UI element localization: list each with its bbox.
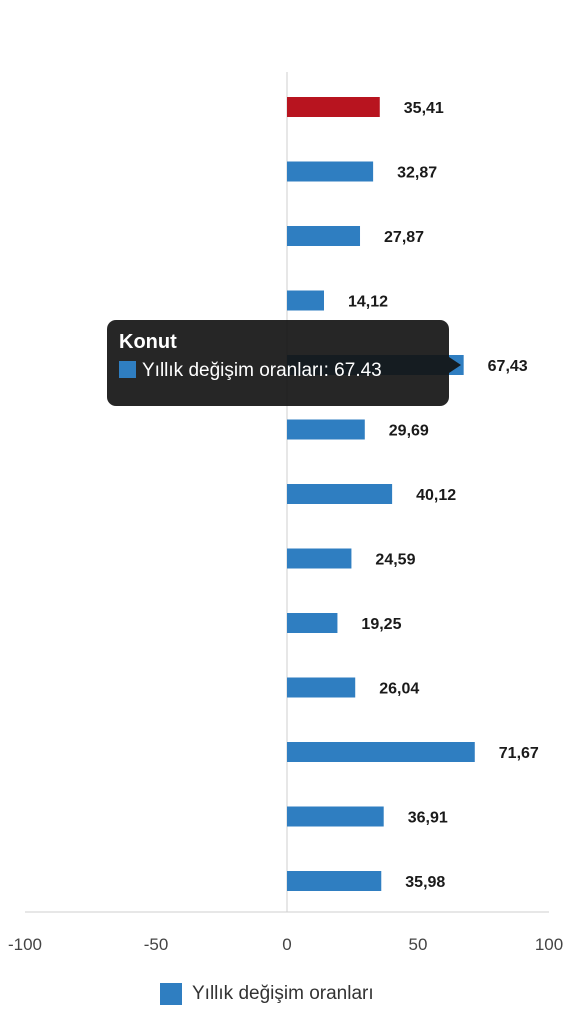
x-tick-label-1: -100: [8, 935, 42, 954]
bar-10[interactable]: [287, 677, 356, 698]
tooltip-row: Yıllık değişim oranları: 67.43: [119, 359, 437, 383]
value-label-6: 29,69: [389, 423, 429, 440]
bar-11[interactable]: [287, 742, 475, 762]
tooltip-arrow: [449, 357, 461, 373]
tooltip-text: Yıllık değişim oranları: 67.43: [142, 360, 382, 381]
value-label-4: 14,12: [348, 294, 388, 311]
x-tick-label-5: 100: [535, 935, 563, 954]
bar-13[interactable]: [287, 871, 382, 891]
bar-4[interactable]: [287, 290, 324, 311]
bar-2[interactable]: [287, 161, 374, 182]
value-label-13: 35,98: [405, 874, 445, 891]
x-tick-label-2: -50: [144, 935, 169, 954]
value-label-1: 35,41: [404, 100, 444, 117]
x-tick-labels-layer: -100 -50 0 50 100: [8, 935, 563, 954]
bar-6[interactable]: [287, 419, 365, 440]
bar-7[interactable]: [287, 484, 393, 504]
legend-label[interactable]: Yıllık değişim oranları: [192, 983, 374, 1004]
bar-3[interactable]: [287, 226, 361, 246]
value-label-9: 19,25: [361, 616, 401, 633]
value-label-3: 27,87: [384, 229, 424, 246]
legend[interactable]: Yıllık değişim oranları: [160, 980, 374, 1008]
value-labels-layer: 35,41 32,87 27,87 14,12 67,43 29,69 40,12 24,59…: [348, 100, 539, 891]
value-label-11: 71,67: [499, 745, 539, 762]
x-tick-label-3: 0: [282, 935, 291, 954]
bar-1[interactable]: [287, 97, 380, 117]
tooltip-series-swatch: [119, 361, 136, 378]
value-label-10: 26,04: [379, 681, 419, 698]
tooltip-title: Konut: [119, 331, 177, 353]
value-label-5: 67,43: [488, 358, 528, 375]
value-label-12: 36,91: [408, 810, 448, 827]
x-tick-label-4: 50: [409, 935, 428, 954]
value-label-2: 32,87: [397, 165, 437, 182]
value-label-7: 40,12: [416, 487, 456, 504]
bar-8[interactable]: [287, 548, 352, 569]
bar-9[interactable]: [287, 613, 338, 633]
legend-swatch[interactable]: [160, 983, 182, 1005]
bar-12[interactable]: [287, 806, 384, 827]
value-label-8: 24,59: [375, 552, 415, 569]
tooltip: Konut Yıllık değişim oranları: 67.43: [107, 320, 449, 406]
